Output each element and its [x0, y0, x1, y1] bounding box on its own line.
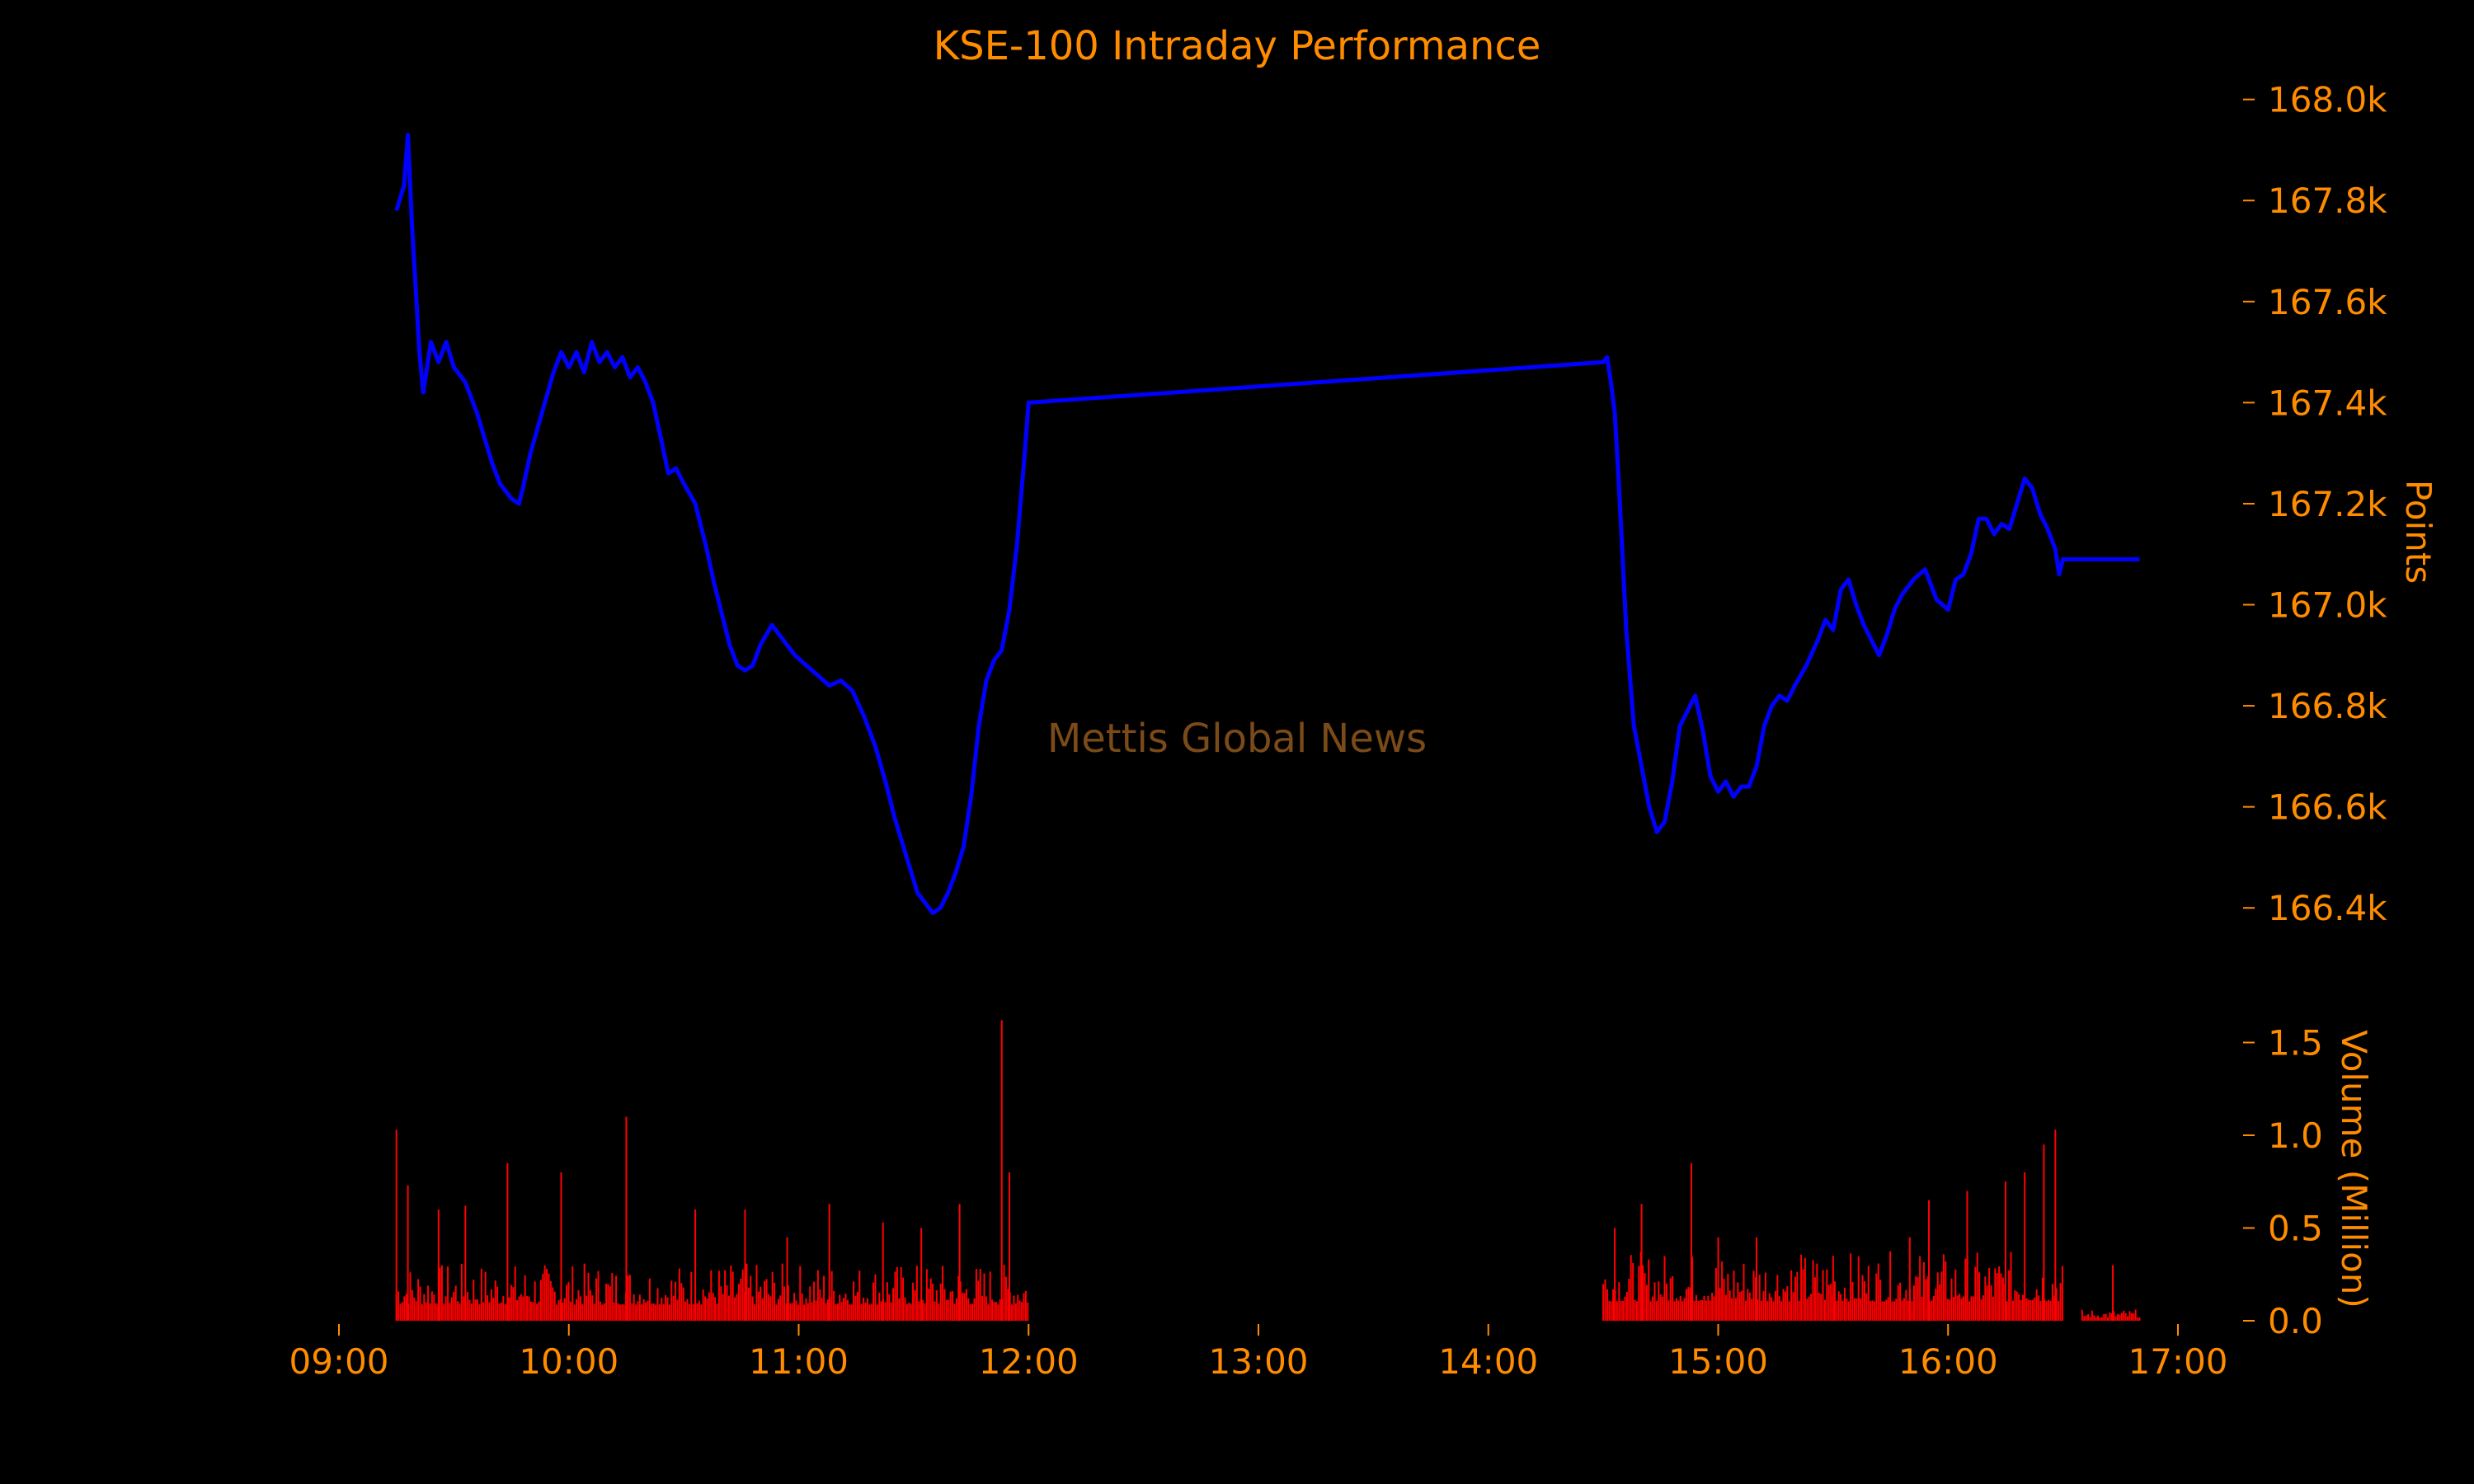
- watermark: Mettis Global News: [1047, 716, 1427, 762]
- price-series: [394, 133, 2140, 915]
- price-tick-label: 167.4k: [2268, 383, 2387, 423]
- volume-tick-label: 0.5: [2268, 1209, 2323, 1249]
- volume-axis-label: Volume (Million): [2334, 1030, 2374, 1308]
- time-tick-label: 16:00: [1898, 1341, 1998, 1382]
- time-tick-label: 15:00: [1668, 1341, 1768, 1382]
- time-axis: 09:00 10:00 11:00 12:00 13:00 14:00 15:00 16:00…: [289, 1324, 2228, 1382]
- time-tick-label: 10:00: [519, 1341, 618, 1382]
- time-tick-label: 09:00: [289, 1341, 388, 1382]
- chart-title: KSE-100 Intraday Performance: [934, 23, 1541, 69]
- time-tick-label: 17:00: [2128, 1341, 2227, 1382]
- time-tick-label: 14:00: [1438, 1341, 1538, 1382]
- price-axis-label: Points: [2398, 480, 2439, 584]
- volume-axis: 0.0 0.5 1.0 1.5: [2243, 1023, 2323, 1341]
- price-tick-label: 166.4k: [2268, 888, 2387, 928]
- volume-tick-label: 1.0: [2268, 1115, 2323, 1156]
- volume-tick-label: 0.0: [2268, 1301, 2323, 1341]
- price-tick-label: 167.2k: [2268, 484, 2387, 524]
- time-tick-label: 13:00: [1208, 1341, 1308, 1382]
- price-axis: 166.4k 166.6k 166.8k 167.0k 167.2k 167.4k 167.…: [2243, 80, 2387, 928]
- price-line: [394, 133, 2140, 915]
- time-tick-label: 12:00: [979, 1341, 1079, 1382]
- time-tick-label: 11:00: [749, 1341, 849, 1382]
- volume-tick-label: 1.5: [2268, 1023, 2323, 1064]
- price-tick-label: 167.8k: [2268, 181, 2387, 221]
- price-tick-label: 168.0k: [2268, 80, 2387, 120]
- price-tick-label: 167.0k: [2268, 585, 2387, 626]
- price-tick-label: 167.6k: [2268, 282, 2387, 322]
- volume-bars: [395, 1020, 2141, 1321]
- price-tick-label: 166.8k: [2268, 686, 2387, 726]
- price-tick-label: 166.6k: [2268, 787, 2387, 828]
